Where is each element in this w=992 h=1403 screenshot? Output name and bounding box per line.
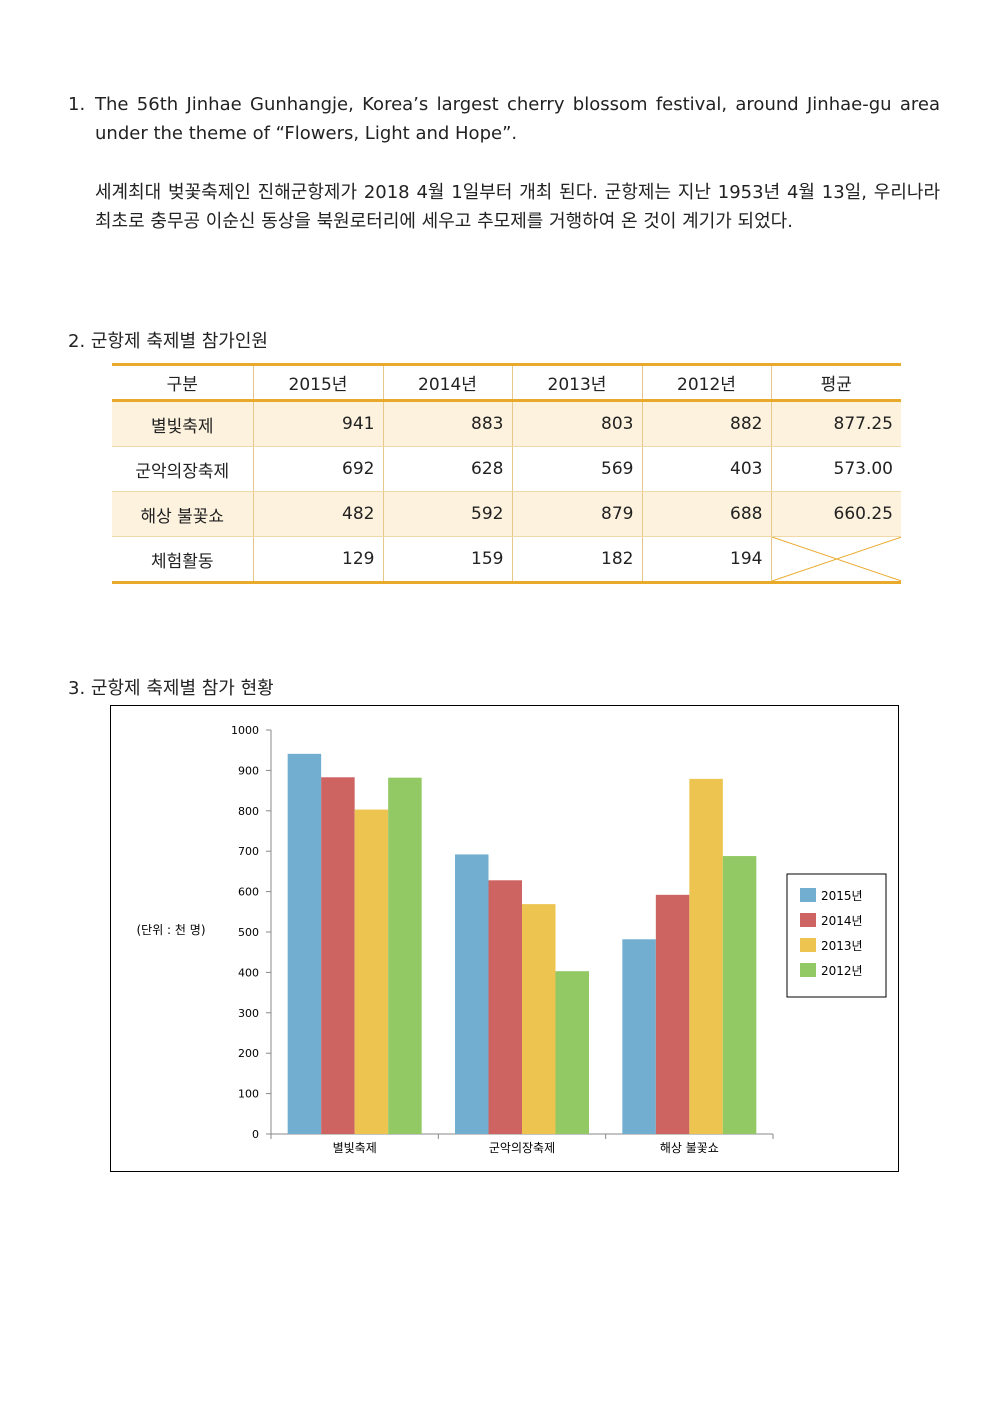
- y-tick-label: 100: [238, 1088, 259, 1101]
- section-3-number: 3.: [68, 678, 86, 699]
- table-row: 해상 불꽃쇼 482 592 879 688 660.25: [112, 491, 901, 537]
- bar-chart: 0 100 200 300 400 500 600 700 800 900 1000 별빛축제 군악의장…: [110, 705, 899, 1172]
- table-cell: 592: [382, 491, 513, 537]
- table-cell: 182: [511, 536, 643, 583]
- section-2-heading: 2. 군항제 축제별 참가인원: [68, 327, 268, 353]
- section-2-title: 군항제 축제별 참가인원: [90, 331, 268, 352]
- bar: [622, 939, 656, 1134]
- y-tick-label: 0: [252, 1128, 259, 1141]
- header-category: 구분: [112, 364, 254, 401]
- y-tick-label: 1000: [231, 724, 259, 737]
- bar: [321, 777, 355, 1134]
- section-1-english-text: The 56th Jinhae Gunhangje, Korea’s large…: [95, 94, 940, 144]
- bar: [689, 778, 723, 1134]
- table-cell: 941: [252, 400, 384, 447]
- legend-label: 2015년: [821, 889, 863, 903]
- y-tick-label: 200: [238, 1047, 259, 1060]
- section-3-heading: 3. 군항제 축제별 참가 현황: [68, 674, 274, 700]
- row-label: 해상 불꽃쇼: [112, 491, 254, 537]
- bar: [555, 971, 589, 1134]
- bar: [354, 809, 389, 1134]
- header-2012: 2012년: [641, 364, 772, 401]
- y-tick-label: 500: [238, 926, 259, 939]
- table-cell: 879: [511, 491, 643, 537]
- table-cell: 803: [511, 400, 643, 447]
- section-1-number: 1.: [68, 94, 86, 115]
- bar: [455, 854, 489, 1134]
- section-1-korean-text: 세계최대 벚꽃축제인 진해군항제가 2018 4월 1일부터 개최 된다. 군항…: [95, 182, 940, 232]
- category-label: 해상 불꽃쇼: [660, 1141, 719, 1155]
- legend-label: 2012년: [821, 964, 863, 978]
- legend-swatch: [800, 938, 816, 952]
- table-cell: 882: [641, 400, 772, 447]
- row-label: 별빛축제: [112, 400, 254, 447]
- table-cell: 688: [641, 491, 772, 537]
- legend-label: 2014년: [821, 914, 863, 928]
- header-average: 평균: [770, 364, 901, 401]
- y-tick-label: 700: [238, 845, 259, 858]
- table-cell: 628: [382, 446, 513, 492]
- table-row: 군악의장축제 692 628 569 403 573.00: [112, 446, 901, 492]
- table-cell: 883: [382, 400, 513, 447]
- legend-label: 2013년: [821, 939, 863, 953]
- y-tick-label: 800: [238, 805, 259, 818]
- table-row: 별빛축제 941 883 803 882 877.25: [112, 400, 901, 447]
- diagonal-cross-icon: [772, 537, 902, 581]
- bar: [722, 856, 757, 1134]
- row-label: 군악의장축제: [112, 446, 254, 492]
- average-cell: 573.00: [770, 446, 901, 492]
- table-cell: 692: [252, 446, 384, 492]
- bar: [488, 880, 522, 1134]
- average-cell: 660.25: [770, 491, 901, 537]
- y-tick-label: 900: [238, 764, 259, 777]
- table-cell: 569: [511, 446, 643, 492]
- bar: [388, 777, 422, 1134]
- participants-table: 구분 2015년 2014년 2013년 2012년 평균 별빛축제 941 8…: [112, 363, 901, 584]
- bar: [287, 753, 322, 1134]
- legend-swatch: [800, 913, 816, 927]
- header-2015: 2015년: [252, 364, 384, 401]
- table-header-row: 구분 2015년 2014년 2013년 2012년 평균: [112, 364, 901, 401]
- legend-swatch: [800, 888, 816, 902]
- y-tick-label: 400: [238, 966, 259, 979]
- section-3-title: 군항제 축제별 참가 현황: [90, 678, 274, 699]
- legend-swatch: [800, 963, 816, 977]
- header-2014: 2014년: [382, 364, 513, 401]
- category-label: 별빛축제: [333, 1141, 377, 1155]
- y-tick-label: 600: [238, 886, 259, 899]
- average-cell: 877.25: [770, 400, 901, 447]
- unit-label: (단위 : 천 명): [136, 922, 205, 937]
- table-cell: 403: [641, 446, 772, 492]
- section-2-number: 2.: [68, 331, 86, 352]
- y-tick-label: 300: [238, 1007, 259, 1020]
- bar: [655, 894, 690, 1134]
- table-cell: 129: [252, 536, 384, 583]
- header-2013: 2013년: [511, 364, 643, 401]
- bar-chart-svg: 0 100 200 300 400 500 600 700 800 900 1000 별빛축제 군악의장…: [136, 724, 887, 1155]
- table-cell: 194: [641, 536, 772, 583]
- bar: [522, 904, 556, 1134]
- table-cell: 482: [252, 491, 384, 537]
- category-label: 군악의장축제: [489, 1141, 555, 1155]
- row-label: 체험활동: [112, 536, 254, 583]
- empty-average-cell: [770, 536, 902, 583]
- section-1: 1. The 56th Jinhae Gunhangje, Korea’s la…: [68, 90, 940, 240]
- table-cell: 159: [382, 536, 513, 583]
- table-row: 체험활동 129 159 182 194: [112, 536, 902, 583]
